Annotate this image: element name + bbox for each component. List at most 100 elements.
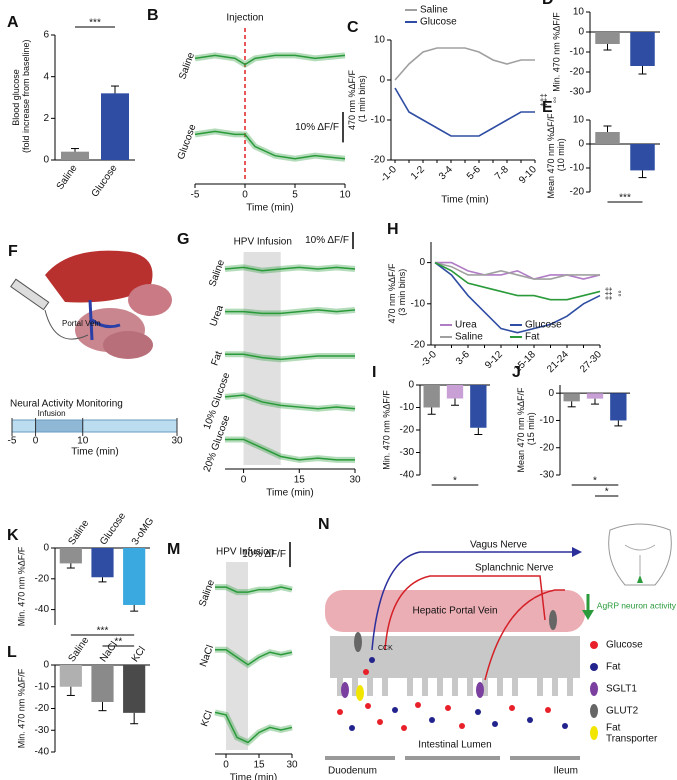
- legend-label: Glucose: [420, 17, 457, 28]
- timeline-tick-label: 30: [171, 436, 183, 447]
- ileum-label: Ileum: [554, 766, 578, 777]
- y-tick-label: 0: [43, 660, 49, 671]
- trace-line: [225, 309, 356, 315]
- legend-swatch: [590, 726, 598, 740]
- category-label: 3-oMG: [130, 516, 157, 548]
- timeline-tick-label: -5: [8, 436, 17, 447]
- y-tick-label: -30: [570, 87, 585, 98]
- x-tick-label: -1-0: [379, 164, 400, 185]
- x-tick-label: 3-4: [437, 164, 455, 182]
- y-tick-label: -20: [540, 442, 555, 453]
- y-tick-label: 0: [43, 543, 49, 554]
- y-tick-label: -20: [35, 703, 50, 714]
- timeline-tick-label: 10: [77, 436, 89, 447]
- y-tick-label: 10: [573, 115, 585, 126]
- trace-line: [214, 711, 293, 744]
- panel-letter: E: [542, 99, 553, 116]
- y-tick-label: -40: [35, 604, 50, 615]
- y-tick-label: -10: [570, 47, 585, 58]
- legend-swatch: [590, 682, 598, 696]
- trace-line: [194, 54, 346, 66]
- legend-swatch: [590, 704, 598, 718]
- bar: [446, 385, 464, 399]
- category-label: Saline: [66, 635, 91, 664]
- infusion-label: Infusion: [38, 409, 66, 418]
- trace-line: [215, 648, 293, 666]
- y-tick-label: -20: [371, 155, 386, 166]
- panel-title: HPV Infusion: [234, 237, 292, 248]
- series-line: [434, 261, 601, 301]
- x-tick-label: 9-10: [517, 164, 539, 186]
- sglt1: [476, 682, 484, 698]
- liver: [45, 250, 153, 303]
- y-tick-label: -10: [371, 115, 386, 126]
- y-tick-label: 0: [408, 380, 414, 391]
- significance-label: ‡‡‡: [539, 93, 548, 106]
- row-label: Saline: [197, 578, 217, 608]
- vagus-nerve: [371, 551, 580, 651]
- significance-label: °°: [613, 290, 622, 296]
- trace-line: [225, 438, 355, 461]
- trace-line: [224, 266, 356, 272]
- trace-band: [194, 128, 346, 162]
- mechanism-diagram: N Hepatic Portal Vein Vagus Nerve Splanc…: [318, 516, 677, 776]
- bar: [610, 393, 627, 421]
- y-axis-label: Min. 470 nm %ΔF/F: [16, 668, 26, 748]
- bar: [59, 548, 82, 564]
- x-tick-label: 0: [242, 190, 248, 201]
- category-label: Glucose: [98, 511, 128, 548]
- bar: [470, 385, 487, 428]
- panel-letter: J: [512, 364, 521, 381]
- agrp-region: [637, 575, 643, 583]
- legend-label: Fat: [606, 662, 621, 673]
- agrp-label: AgRP neuron activity: [597, 600, 677, 610]
- bar: [563, 393, 580, 402]
- infusion-window: [226, 562, 248, 750]
- segment-bar: [510, 756, 580, 760]
- x-tick-label: 1-2: [409, 164, 427, 182]
- y-tick-label: 0: [419, 257, 425, 268]
- significance-label: *: [605, 487, 609, 498]
- panel-letter: N: [318, 516, 330, 533]
- y-tick-label: 6: [43, 30, 49, 41]
- series-line: [435, 261, 601, 280]
- segment-bar: [325, 756, 395, 760]
- bar: [595, 132, 620, 144]
- x-tick-label: 15: [294, 475, 306, 486]
- y-tick-label: -30: [540, 470, 555, 481]
- y-tick-label: -20: [570, 67, 585, 78]
- y-tick-label: 0: [578, 139, 584, 150]
- legend-label: Urea: [455, 320, 477, 331]
- row-label: Fat: [209, 350, 224, 368]
- y-tick-label: -30: [400, 447, 415, 458]
- bar: [91, 548, 114, 578]
- x-tick-label: 15: [253, 760, 265, 771]
- timeline-axis-label: Time (min): [71, 447, 118, 458]
- y-tick-label: 0: [578, 27, 584, 38]
- panel-letter: C: [347, 19, 359, 36]
- row-label: Urea: [208, 303, 226, 328]
- panel-letter: G: [177, 231, 189, 248]
- y-tick-label: -20: [570, 187, 585, 198]
- trace-line: [224, 394, 356, 410]
- decrease-arrow-head: [582, 610, 594, 620]
- bar: [595, 32, 620, 44]
- y-axis-label: Min. 470 nm %ΔF/F: [551, 12, 561, 92]
- segment-bar: [405, 756, 500, 760]
- y-tick-label: -20: [400, 425, 415, 436]
- splanchnic-label: Splanchnic Nerve: [475, 563, 554, 574]
- y-tick-label: 0: [548, 388, 554, 399]
- significance-label: *: [593, 476, 597, 487]
- timeline-title: Neural Activity Monitoring: [10, 399, 123, 410]
- y-tick-label: 4: [43, 71, 49, 82]
- series-line: [434, 261, 601, 334]
- panel-letter: L: [7, 644, 17, 661]
- y-tick-label: -40: [400, 470, 415, 481]
- legend-label: GLUT2: [606, 706, 639, 717]
- y-axis-label: Mean 470 nm %ΔF/F (10 min): [546, 113, 566, 199]
- legend-label: Saline: [420, 5, 448, 16]
- row-label: Saline: [177, 51, 197, 81]
- y-tick-label: 0: [43, 155, 49, 166]
- fat-transporter: [356, 685, 364, 701]
- panel-letter: F: [8, 243, 18, 260]
